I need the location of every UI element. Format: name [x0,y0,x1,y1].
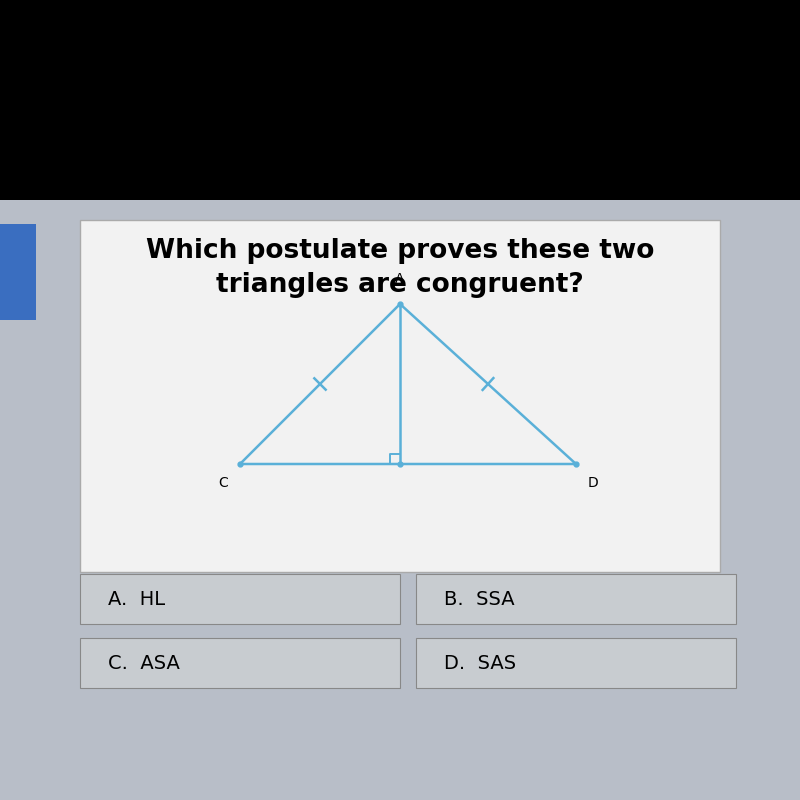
Text: Which postulate proves these two
triangles are congruent?: Which postulate proves these two triangl… [146,238,654,298]
FancyBboxPatch shape [80,220,720,572]
Text: D: D [588,476,598,490]
Text: C: C [218,476,228,490]
Text: D.  SAS: D. SAS [444,654,516,673]
Bar [0,200,800,800]
Text: B.  SSA: B. SSA [444,590,514,609]
Bar [416,574,736,624]
Text: A: A [395,272,405,286]
Text: A.  HL: A. HL [108,590,165,609]
Bar [80,574,400,624]
Bar [416,638,736,688]
Bar [80,638,400,688]
Bar [0,224,36,320]
Bar [0,0,800,200]
Text: C.  ASA: C. ASA [108,654,180,673]
